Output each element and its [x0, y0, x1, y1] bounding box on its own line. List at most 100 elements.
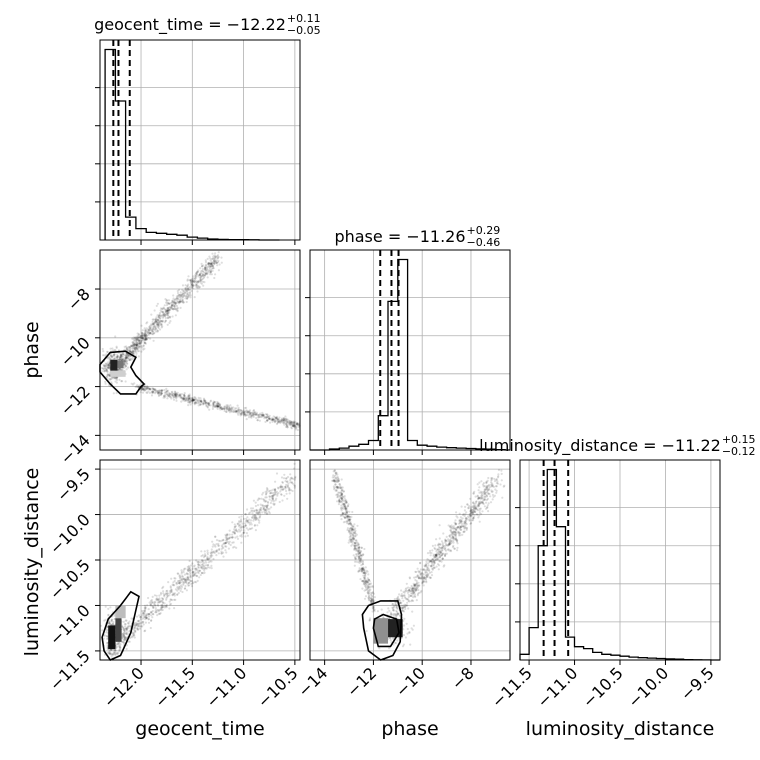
- sample-point: [258, 415, 261, 418]
- sample-point: [405, 582, 408, 585]
- sample-point: [175, 392, 178, 395]
- sample-point: [292, 425, 295, 428]
- sample-point: [440, 540, 444, 543]
- sample-point: [285, 425, 289, 428]
- sample-point: [188, 398, 191, 401]
- sample-point: [244, 512, 247, 516]
- sample-point: [266, 500, 269, 503]
- sample-point: [195, 273, 199, 276]
- sample-point: [188, 291, 191, 294]
- sample-point: [279, 486, 282, 489]
- sample-point: [277, 492, 280, 495]
- sample-point: [233, 529, 236, 532]
- sample-point: [268, 414, 271, 417]
- sample-point: [447, 548, 450, 551]
- sample-point: [160, 320, 164, 323]
- sample-point: [126, 348, 129, 351]
- sample-point: [152, 613, 155, 616]
- sample-point: [160, 609, 163, 612]
- sample-point: [347, 504, 350, 508]
- sample-point: [203, 400, 206, 403]
- sample-point: [203, 275, 206, 278]
- sample-point: [148, 325, 151, 328]
- sample-point: [185, 292, 188, 295]
- sample-point: [194, 277, 197, 280]
- sample-point: [445, 535, 448, 539]
- sample-point: [166, 393, 169, 396]
- sample-point: [203, 566, 206, 569]
- sample-point: [289, 421, 292, 424]
- sample-point: [145, 327, 148, 330]
- sample-point: [205, 264, 208, 267]
- sample-point: [349, 522, 352, 525]
- sample-point: [154, 319, 157, 322]
- sample-point: [273, 417, 276, 420]
- sample-point: [294, 476, 297, 480]
- sample-point: [139, 616, 142, 619]
- sample-point: [120, 357, 123, 360]
- sample-point: [197, 402, 201, 405]
- sample-point: [279, 485, 282, 488]
- sample-point: [249, 411, 252, 414]
- sample-point: [445, 543, 448, 546]
- sample-point: [213, 260, 216, 263]
- sample-point: [265, 492, 268, 495]
- sample-point: [189, 574, 192, 578]
- sample-point: [122, 626, 125, 630]
- sample-point: [162, 590, 165, 593]
- sample-point: [151, 320, 154, 324]
- sample-point: [141, 337, 144, 340]
- sample-point: [123, 635, 126, 638]
- sample-point: [207, 564, 210, 567]
- sample-point: [120, 354, 124, 358]
- sample-point: [258, 508, 261, 511]
- sample-point: [145, 616, 148, 619]
- sample-point: [270, 495, 273, 498]
- sample-point: [282, 422, 285, 425]
- sample-point: [122, 634, 125, 637]
- sample-point: [110, 618, 113, 621]
- sample-point: [190, 285, 193, 288]
- sample-point: [166, 312, 169, 316]
- sample-point: [206, 272, 209, 275]
- sample-point: [240, 526, 243, 529]
- sample-point: [114, 652, 117, 656]
- y-tick-label: −9.5: [53, 464, 94, 505]
- sample-point: [119, 353, 122, 356]
- sample-point: [467, 506, 470, 509]
- sample-point: [141, 329, 144, 332]
- sample-point: [215, 403, 218, 406]
- sample-point: [485, 481, 488, 485]
- sample-point: [193, 580, 197, 584]
- sample-point: [282, 419, 286, 422]
- sample-point: [239, 526, 242, 530]
- sample-point: [133, 625, 136, 629]
- sample-point: [162, 597, 165, 600]
- sample-point: [290, 421, 293, 424]
- sample-point: [272, 494, 275, 497]
- sample-point: [156, 329, 160, 332]
- sample-point: [197, 563, 200, 566]
- sample-point: [286, 475, 290, 479]
- sample-point: [463, 520, 466, 523]
- sample-point: [268, 495, 272, 498]
- sample-point: [172, 308, 175, 311]
- sample-point: [234, 410, 237, 413]
- sample-point: [470, 508, 473, 511]
- sample-point: [170, 589, 173, 592]
- sample-point: [255, 416, 258, 420]
- sample-point: [344, 505, 347, 508]
- sample-point: [112, 353, 115, 356]
- sample-point: [465, 511, 468, 514]
- title-phase: phase = −11.26: [334, 227, 465, 246]
- sample-point: [402, 634, 405, 637]
- sample-point: [223, 405, 226, 408]
- sample-point: [131, 341, 135, 344]
- sample-point: [179, 585, 182, 588]
- title-phase-minus: −0.46: [467, 236, 501, 249]
- sample-point: [471, 501, 475, 504]
- sample-point: [191, 570, 195, 574]
- sample-point: [132, 632, 135, 636]
- sample-point: [336, 485, 339, 488]
- sample-point: [115, 651, 118, 655]
